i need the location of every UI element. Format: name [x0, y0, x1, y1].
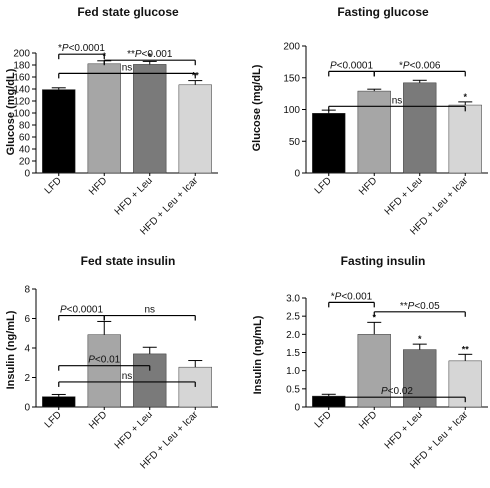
significance-star: *	[148, 51, 152, 61]
y-tick-label: 0	[24, 403, 30, 414]
significance-star: *	[372, 312, 376, 322]
y-tick-label: 2.0	[286, 330, 300, 341]
bar	[357, 334, 391, 408]
chart-fed-glucose: Fed state glucose Glucose (mg/dL) 020406…	[5, 5, 218, 237]
bar	[357, 90, 391, 174]
chart-fasting-insulin: Fasting insulin Insulin (ng/mL) 0 0.5 1.0 1…	[252, 254, 488, 471]
bar	[178, 366, 212, 408]
x-tick-label: LFD	[43, 175, 64, 196]
x-tick-label: HFD + Leu	[383, 409, 425, 451]
y-tick-label: 3.0	[286, 294, 300, 305]
x-tick-label: HFD	[87, 175, 109, 197]
x-tick-label: HFD + Leu	[113, 175, 155, 217]
x-tick-label: HFD	[87, 409, 109, 431]
y-tick-label: 6	[24, 314, 30, 325]
y-tick-label: 20	[19, 157, 31, 168]
bar	[448, 104, 482, 174]
x-tick-label: HFD	[357, 409, 379, 431]
y-tick-label: 2	[24, 373, 30, 384]
bar	[87, 334, 121, 408]
bar	[403, 349, 437, 408]
y-tick-label: 100	[13, 109, 30, 120]
y-tick-label: 4	[24, 344, 30, 355]
y-tick-label: 180	[13, 61, 30, 72]
comparison-label: ns	[122, 62, 133, 73]
x-tick-label: HFD + Leu	[113, 409, 155, 451]
y-tick-label: 160	[13, 73, 30, 84]
y-tick-label: 100	[283, 105, 300, 116]
y-tick-label: 2.5	[286, 312, 300, 323]
y-tick-label: 1.5	[286, 348, 300, 359]
bar	[87, 63, 121, 174]
comparison-label: ns	[122, 371, 133, 382]
y-tick-label: 60	[19, 133, 31, 144]
bar	[403, 82, 437, 174]
x-tick-label: LFD	[313, 409, 334, 430]
y-tick-label: 8	[24, 285, 30, 296]
y-tick-label: 150	[283, 73, 300, 84]
x-tick-label: LFD	[43, 409, 64, 430]
bar	[133, 353, 167, 408]
y-tick-label: 0	[24, 169, 30, 180]
comparison-label: P<0.02	[381, 386, 413, 397]
comparison-label: P<0.01	[88, 355, 120, 366]
chart-title: Fed state insulin	[81, 254, 176, 268]
y-axis-label: Insulin (ng/mL)	[5, 310, 17, 389]
significance-star: **	[462, 344, 470, 354]
comparison-label: P<0.0001	[60, 305, 104, 316]
x-tick-label: LFD	[313, 175, 334, 196]
y-axis-label: Glucose (mg/dL)	[5, 68, 17, 155]
y-tick-label: 0.5	[286, 384, 300, 395]
y-tick-label: 40	[19, 145, 31, 156]
x-tick-label: HFD + Leu	[383, 175, 425, 217]
bar	[178, 84, 212, 174]
y-tick-label: 50	[289, 137, 301, 148]
bar	[133, 64, 167, 174]
bar	[42, 89, 76, 174]
significance-star: *	[418, 334, 422, 344]
chart-title: Fed state glucose	[77, 5, 179, 19]
y-axis-label: Insulin (ng/mL)	[252, 315, 264, 394]
bar	[312, 113, 346, 174]
comparison-label: ns	[144, 305, 155, 316]
comparison-label: **P<0.05	[400, 301, 440, 312]
y-tick-label: 1.0	[286, 366, 300, 377]
comparison-label: P<0.0001	[330, 60, 374, 71]
comparison-label: *P<0.0001	[58, 43, 105, 54]
comparison-label: *P<0.006	[399, 60, 441, 71]
bar	[42, 396, 76, 408]
comparison-label: *P<0.001	[331, 291, 373, 302]
y-tick-label: 120	[13, 97, 30, 108]
chart-fasting-glucose: Fasting glucose Glucose (mg/dL) 0 50 100 15…	[251, 5, 488, 237]
chart-fed-insulin: Fed state insulin Insulin (ng/mL) 0 2 4 6 8 L…	[5, 254, 218, 471]
chart-title: Fasting insulin	[341, 254, 426, 268]
comparison-label: **P<0.001	[127, 49, 173, 60]
y-tick-label: 200	[13, 49, 30, 60]
y-tick-label: 200	[283, 42, 300, 53]
comparison-label: ns	[392, 95, 403, 106]
significance-star: *	[463, 92, 467, 102]
y-tick-label: 140	[13, 85, 30, 96]
y-tick-label: 80	[19, 121, 31, 132]
y-tick-label: 0	[294, 169, 300, 180]
y-axis-label: Glucose (mg/dL)	[251, 64, 263, 151]
x-tick-label: HFD	[357, 175, 379, 197]
y-tick-label: 0	[294, 403, 300, 414]
chart-title: Fasting glucose	[337, 5, 429, 19]
